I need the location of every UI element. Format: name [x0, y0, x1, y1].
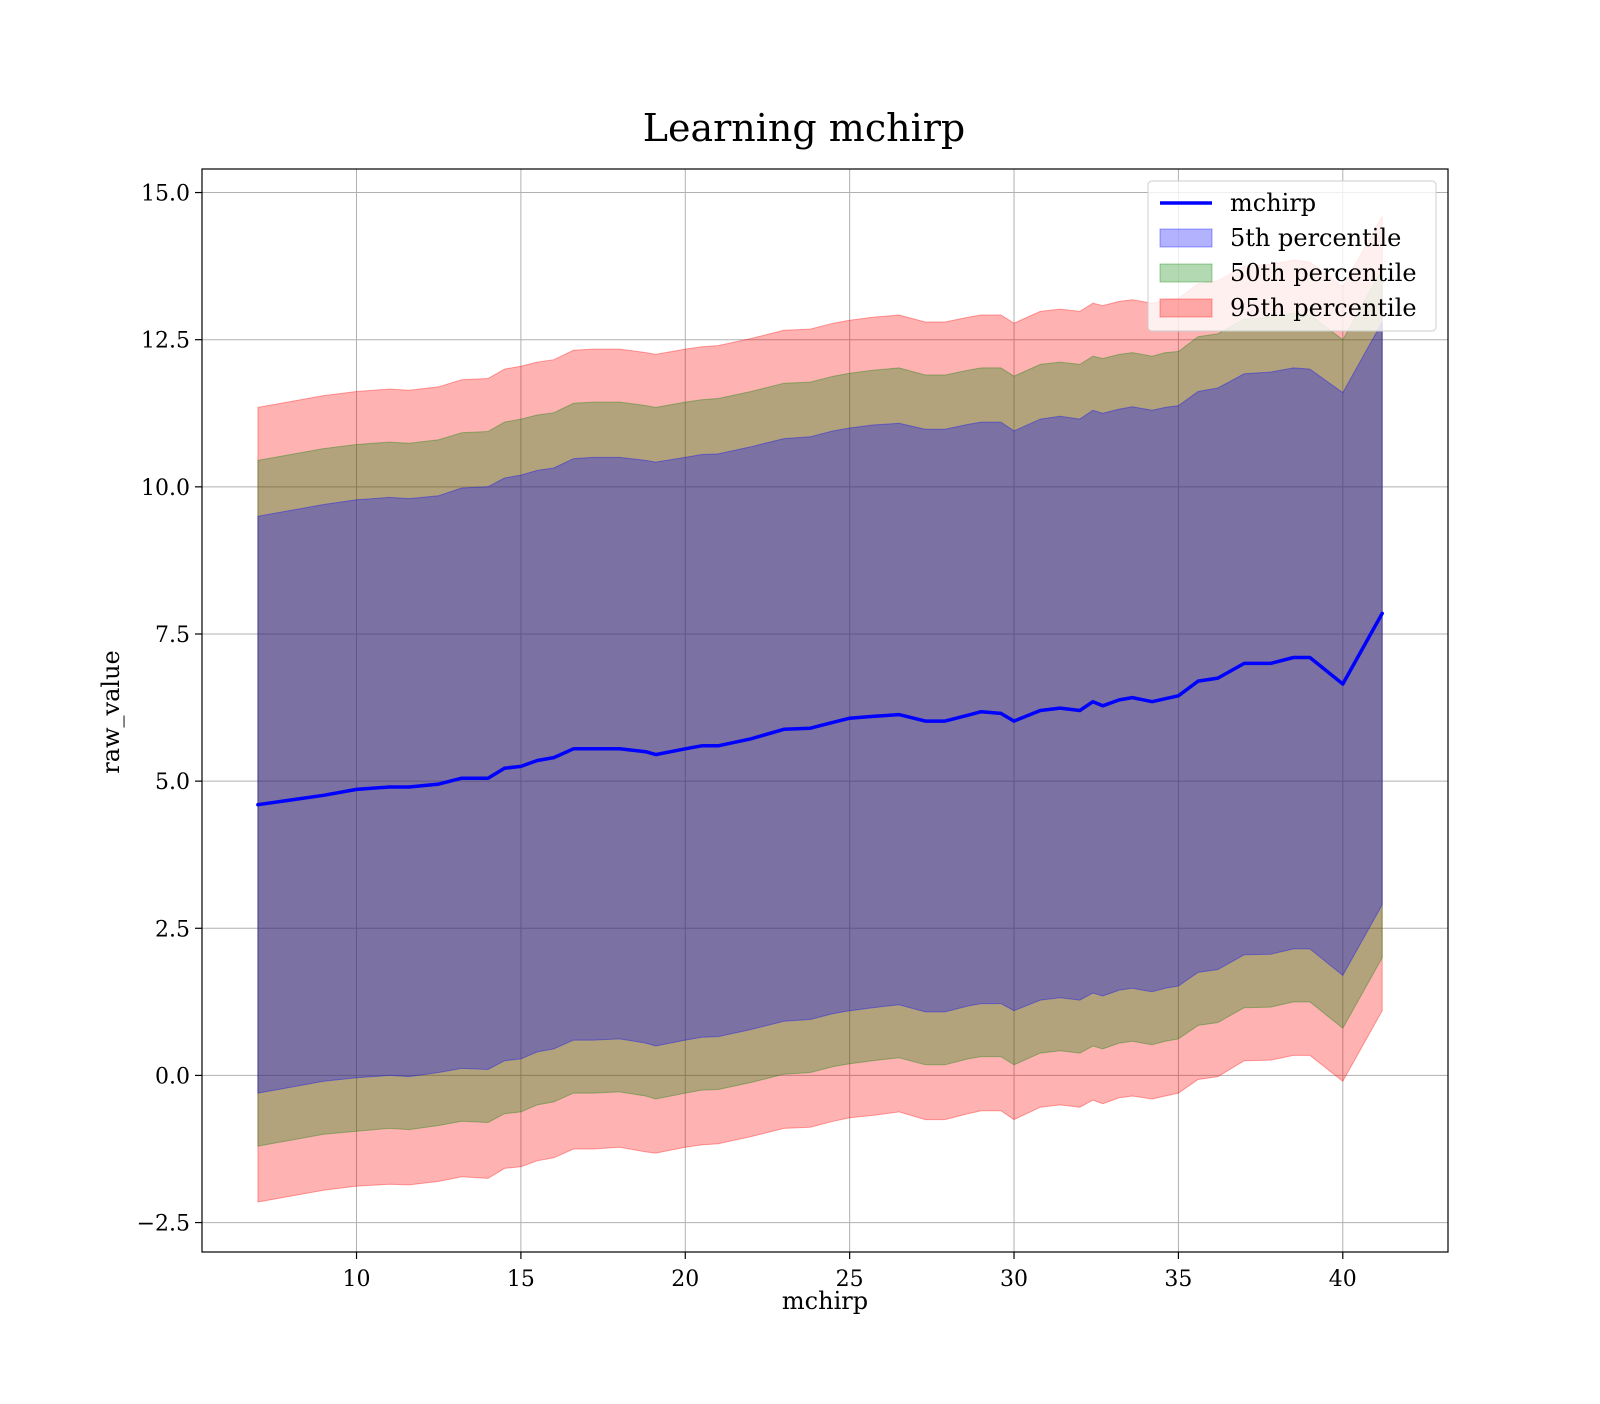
legend-box: [1147, 180, 1437, 332]
x-tick-label: 15: [507, 1267, 535, 1292]
legend-label: 95th percentile: [1230, 294, 1417, 322]
y-tick-label: −2.5: [137, 1212, 190, 1237]
band-50th-percentile: [257, 267, 1383, 1147]
legend: mchirp 5th percentile 50th percentile 95th …: [1147, 180, 1437, 332]
legend-label: mchirp: [1230, 189, 1316, 217]
y-tick-label: 10.0: [141, 476, 190, 501]
y-tick-label: 7.5: [155, 623, 190, 648]
y-axis-ticks: −2.5 0.0 2.5 5.0 7.5 10.0 12.5 15.0: [137, 182, 202, 1237]
grid-lines: [202, 169, 1448, 1252]
x-axis-label: mchirp: [782, 1287, 868, 1315]
x-axis-ticks: 10 15 20 25 30 35 40: [343, 1252, 1357, 1292]
legend-swatch-patch: [1159, 228, 1213, 248]
y-tick-label: 5.0: [155, 770, 190, 795]
plot-frame: [201, 168, 1449, 1253]
chart-title: Learning mchirp: [643, 106, 965, 150]
y-tick-label: 0.0: [155, 1064, 190, 1089]
legend-label: 5th percentile: [1230, 224, 1401, 252]
band-5th-percentile: [257, 320, 1383, 1094]
y-tick-label: 12.5: [141, 329, 190, 354]
legend-label: 50th percentile: [1230, 259, 1417, 287]
y-axis-label: raw_value: [97, 650, 125, 774]
x-tick-label: 25: [836, 1267, 864, 1292]
series-line-mchirp: [256, 611, 1384, 807]
band-95th-percentile: [257, 214, 1383, 1203]
percentile-bands: [257, 214, 1383, 1203]
x-tick-label: 40: [1329, 1267, 1357, 1292]
series-lines: [256, 611, 1384, 807]
x-tick-label: 35: [1164, 1267, 1192, 1292]
x-tick-label: 20: [671, 1267, 699, 1292]
legend-swatch-patch: [1159, 298, 1213, 318]
y-tick-label: 15.0: [141, 182, 190, 207]
x-tick-label: 30: [1000, 1267, 1028, 1292]
x-tick-label: 10: [343, 1267, 371, 1292]
y-tick-label: 2.5: [155, 917, 190, 942]
legend-swatch-patch: [1159, 263, 1213, 283]
